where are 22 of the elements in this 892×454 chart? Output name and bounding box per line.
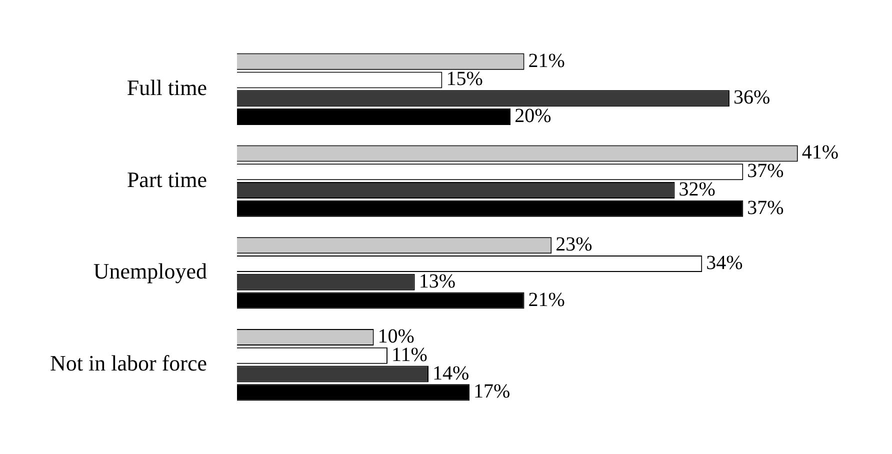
y-tick-label: Not in labor force <box>50 350 207 376</box>
y-tick-label: Unemployed <box>93 258 207 284</box>
bar <box>236 384 470 401</box>
data-label: 13% <box>418 270 456 292</box>
bar <box>236 200 744 217</box>
bar <box>236 292 524 309</box>
bar <box>236 108 511 125</box>
data-label: 34% <box>706 252 743 274</box>
y-tick-label: Part time <box>126 166 207 192</box>
data-label: 41% <box>802 142 839 164</box>
data-label: 32% <box>678 178 716 200</box>
data-label: 14% <box>432 362 470 384</box>
y-tick-label: Full time <box>126 74 207 100</box>
data-label: 36% <box>733 86 770 109</box>
data-label: 20% <box>514 104 552 127</box>
data-label: 21% <box>528 50 565 72</box>
data-label: 15% <box>446 68 483 90</box>
data-label: 37% <box>747 196 784 219</box>
data-label: 17% <box>474 380 510 403</box>
data-label: 37% <box>747 160 784 182</box>
data-label: 23% <box>556 234 592 256</box>
data-label: 21% <box>528 288 565 311</box>
